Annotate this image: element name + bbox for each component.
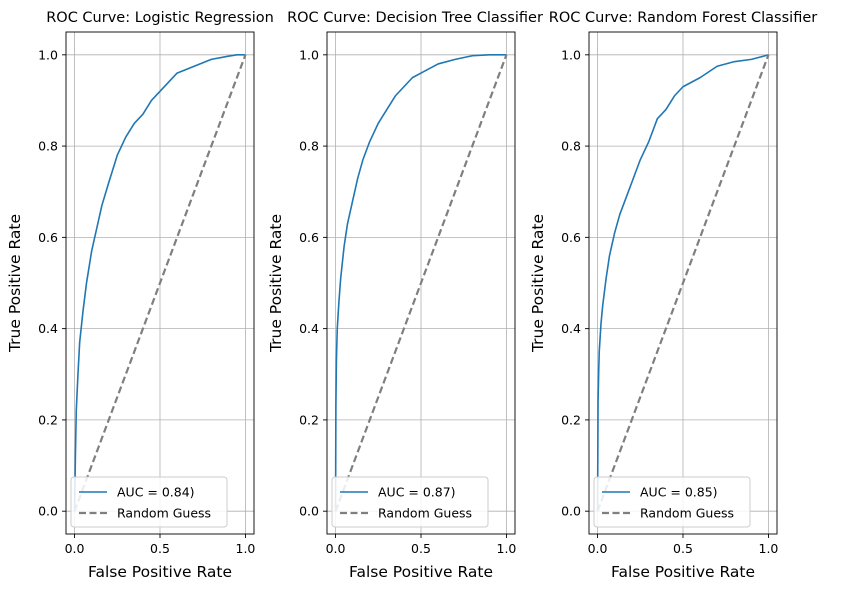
y-tick-label: 0.4 bbox=[38, 321, 58, 336]
legend-label: Random Guess bbox=[640, 506, 734, 521]
legend-label: Random Guess bbox=[378, 506, 472, 521]
y-tick-label: 1.0 bbox=[561, 47, 581, 62]
chart-title: ROC Curve: Random Forest Classifier bbox=[549, 10, 817, 26]
x-tick-label: 1.0 bbox=[497, 541, 517, 556]
y-axis-label: True Positive Rate bbox=[529, 214, 547, 353]
y-tick-label: 0.4 bbox=[299, 321, 319, 336]
chart-panel-1: 0.0 0.5 1.0 0.0 0.2 0.4 0.6 0.8 1.0 False Positiv… bbox=[6, 31, 256, 581]
legend-label: AUC = 0.85) bbox=[640, 485, 718, 500]
y-tick-label: 0.8 bbox=[38, 139, 58, 154]
chart-panel-2: 0.0 0.5 1.0 0.0 0.2 0.4 0.6 0.8 1.0 False Positiv… bbox=[267, 31, 517, 581]
y-tick-label: 1.0 bbox=[38, 47, 58, 62]
chart-panel-3: 0.0 0.5 1.0 0.0 0.2 0.4 0.6 0.8 1.0 False Positiv… bbox=[529, 31, 779, 581]
roc-curve-line bbox=[596, 54, 769, 512]
x-tick-label: 0.0 bbox=[588, 541, 608, 556]
legend-label: AUC = 0.87) bbox=[378, 485, 456, 500]
legend-box bbox=[70, 476, 228, 528]
y-axis-label: True Positive Rate bbox=[6, 214, 24, 353]
roc-curve-line bbox=[73, 54, 246, 512]
y-tick-label: 0.4 bbox=[561, 321, 581, 336]
random-guess-line bbox=[73, 54, 247, 512]
random-guess-line bbox=[596, 54, 770, 512]
x-tick-label: 1.0 bbox=[236, 541, 256, 556]
legend-box bbox=[593, 476, 751, 528]
y-tick-label: 0.2 bbox=[299, 412, 319, 427]
legend-box bbox=[331, 476, 489, 528]
x-tick-label: 0.0 bbox=[65, 541, 85, 556]
random-guess-line bbox=[334, 54, 508, 512]
y-tick-label: 0.0 bbox=[299, 504, 319, 519]
x-tick-label: 0.0 bbox=[326, 541, 346, 556]
y-tick-label: 0.0 bbox=[38, 504, 58, 519]
y-tick-label: 0.6 bbox=[38, 230, 58, 245]
chart-title: ROC Curve: Decision Tree Classifier bbox=[287, 10, 543, 26]
x-axis-label: False Positive Rate bbox=[349, 563, 493, 581]
y-tick-label: 0.6 bbox=[561, 230, 581, 245]
y-tick-label: 0.0 bbox=[561, 504, 581, 519]
roc-curve-line bbox=[334, 54, 507, 512]
x-axis-label: False Positive Rate bbox=[611, 563, 755, 581]
y-tick-label: 0.2 bbox=[38, 412, 58, 427]
x-tick-label: 0.5 bbox=[673, 541, 693, 556]
y-tick-label: 0.8 bbox=[561, 139, 581, 154]
x-tick-label: 1.0 bbox=[759, 541, 779, 556]
y-tick-label: 0.2 bbox=[561, 412, 581, 427]
legend-label: Random Guess bbox=[117, 506, 211, 521]
legend-label: AUC = 0.84) bbox=[117, 485, 195, 500]
x-tick-label: 0.5 bbox=[150, 541, 170, 556]
y-tick-label: 0.8 bbox=[299, 139, 319, 154]
x-axis-label: False Positive Rate bbox=[88, 563, 232, 581]
chart-title: ROC Curve: Logistic Regression bbox=[46, 10, 274, 26]
y-axis-label: True Positive Rate bbox=[267, 214, 285, 353]
y-tick-label: 0.6 bbox=[299, 230, 319, 245]
y-tick-label: 1.0 bbox=[299, 47, 319, 62]
x-tick-label: 0.5 bbox=[411, 541, 431, 556]
